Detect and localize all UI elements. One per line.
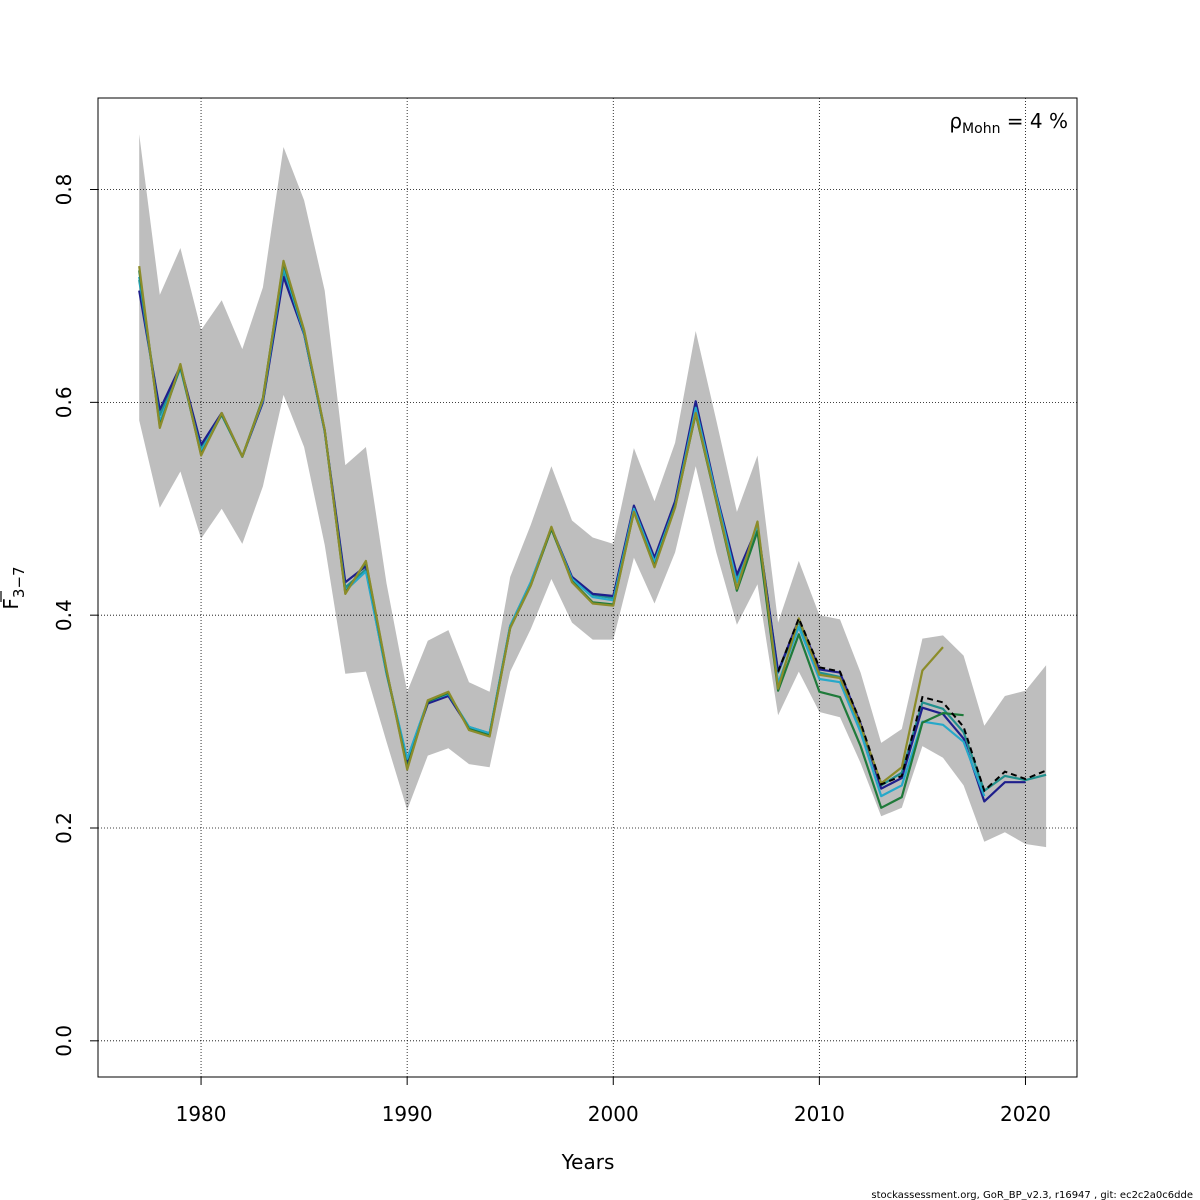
confidence-band-layer [139, 134, 1047, 848]
y-tick-label: 0.4 [52, 599, 76, 631]
mohn-rho-annotation: ρMohn = 4 % [949, 109, 1068, 137]
y-axis-title: F3−7 [0, 566, 28, 609]
confidence-band [139, 134, 1047, 848]
plot-frame [97, 97, 1078, 1078]
reference-series-line [777, 615, 1047, 793]
y-tick-label: 0.6 [52, 386, 76, 418]
series-layer [138, 259, 1047, 809]
svg-text:F3−7: F3−7 [0, 566, 28, 609]
x-axis: 1980 1990 2000 2010 2020 [176, 1077, 1051, 1126]
y-tick-label: 0.0 [52, 1025, 76, 1057]
y-axis: 0.0 0.2 0.4 0.6 0.8 [52, 174, 98, 1057]
mohn-rho-value: = 4 % [1000, 109, 1068, 133]
x-tick-label: 1980 [176, 1102, 227, 1126]
x-tick-label: 2010 [794, 1102, 845, 1126]
y-axis-title-subscript: 3−7 [10, 566, 28, 598]
mohn-rho-symbol: ρ [949, 109, 962, 133]
series-line-2 [138, 275, 1026, 803]
x-tick-label: 2020 [1000, 1102, 1051, 1126]
x-axis-title: Years [561, 1150, 615, 1174]
mohn-rho-subscript: Mohn [962, 121, 1000, 137]
x-tick-label: 2000 [588, 1102, 639, 1126]
y-tick-label: 0.2 [52, 812, 76, 844]
y-axis-title-base: F [0, 598, 23, 610]
footer-credit: stockassessment.org, GoR_BP_v2.3, r16947… [871, 1190, 1193, 1200]
series-line-5 [138, 259, 944, 785]
x-tick-label: 1990 [382, 1102, 433, 1126]
y-tick-label: 0.8 [52, 174, 76, 206]
grid-layer [98, 98, 1077, 1077]
